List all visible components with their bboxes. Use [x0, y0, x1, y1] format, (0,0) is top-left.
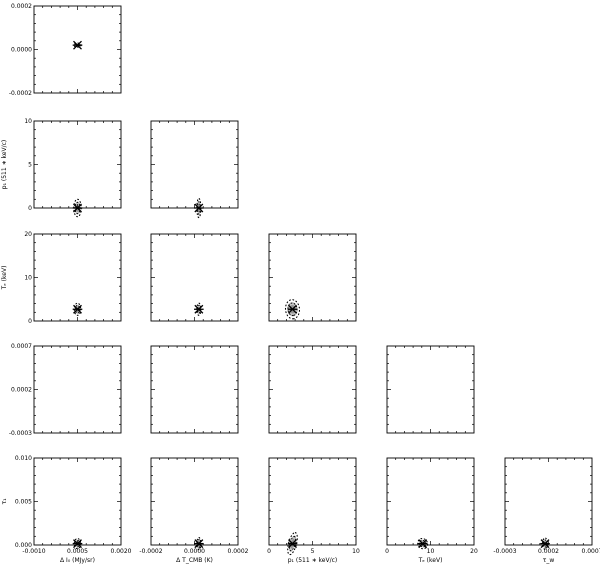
panel-r3-c2: [268, 345, 357, 434]
panel-r2-c0: 0 10 20 Tₑ (keV): [1, 231, 122, 325]
panel-frame: [33, 457, 122, 546]
y-tick-label: 0: [28, 205, 32, 212]
panel-frame: [268, 457, 357, 546]
y-axis-label: p₁ (511 ∗ keV/c): [1, 140, 8, 189]
panel-r3-c0: -0.0003 0.0002 0.0007: [9, 343, 122, 437]
x-tick-label: 0.0002: [228, 548, 249, 555]
y-tick-label: 0.0007: [11, 343, 32, 350]
x-tick-label: -0.0002: [139, 548, 162, 555]
x-tick-label: 10: [352, 548, 360, 555]
contour-95: [287, 532, 298, 556]
panel-frame: [150, 457, 239, 546]
panel-r0-c0: -0.0002 0.0000 0.0002: [9, 3, 122, 97]
y-axis-label: τ₁: [1, 498, 8, 505]
y-tick-label: 0: [28, 318, 32, 325]
contour-68: [288, 535, 297, 552]
y-tick-label: -0.0002: [9, 90, 32, 97]
x-axis-label: p₁ (511 ∗ keV/c): [288, 557, 337, 564]
panel-frame: [386, 457, 475, 546]
panel-frame: [33, 120, 122, 209]
x-tick-label: 0.0000: [184, 548, 205, 555]
y-tick-label: 0.005: [15, 499, 32, 506]
y-tick-label: 0.010: [15, 455, 32, 462]
x-tick-label: 0.0005: [67, 548, 88, 555]
x-tick-label: 10: [427, 548, 435, 555]
x-axis-label: τ_w: [543, 557, 555, 564]
y-tick-label: 20: [24, 231, 32, 238]
x-tick-label: 0.0002: [538, 548, 559, 555]
panel-frame: [268, 233, 357, 322]
panel-frame: [33, 345, 122, 434]
y-tick-label: 0.0002: [11, 387, 32, 394]
y-tick-label: 0.0002: [11, 3, 32, 10]
y-tick-label: 0.000: [15, 542, 32, 549]
contour-68: [287, 302, 298, 316]
panel-r3-c3: [386, 345, 475, 434]
x-axis-label: Δ I₀ (MJy/sr): [60, 557, 95, 564]
contour-95: [284, 299, 301, 320]
x-tick-label: 0.0020: [111, 548, 132, 555]
x-tick-label: 0.0007: [582, 548, 600, 555]
y-tick-label: 10: [24, 275, 32, 282]
x-axis-label: Tₑ (keV): [418, 557, 443, 564]
y-tick-label: 0.0000: [11, 47, 32, 54]
panel-frame: [150, 233, 239, 322]
panel-r4-c0: 0.000 0.005 0.010 τ₁ -0.0010 0.0005 0.0020 Δ I₀…: [1, 455, 132, 564]
panel-r1-c0: 0 5 10 p₁ (511 ∗ keV/c): [1, 118, 122, 218]
y-axis-label: Tₑ (keV): [1, 266, 8, 291]
panel-r2-c1: [150, 233, 239, 322]
x-tick-label: 20: [470, 548, 478, 555]
y-tick-label: -0.0003: [9, 430, 32, 437]
x-tick-label: -0.0010: [22, 548, 45, 555]
panel-frame: [386, 345, 475, 434]
panel-r4-c4: -0.0003 0.0002 0.0007 τ_w: [493, 457, 600, 564]
panel-r4-c3: 0 10 20 Tₑ (keV): [385, 457, 478, 564]
contour-95: [417, 537, 429, 550]
x-tick-label: 5: [311, 548, 315, 555]
y-tick-label: 5: [28, 162, 32, 169]
panel-frame: [150, 120, 239, 209]
panel-r4-c2: 0 5 10 p₁ (511 ∗ keV/c): [267, 457, 360, 564]
panel-r4-c1: -0.0002 0.0000 0.0002 Δ T_CMB (K): [139, 457, 249, 564]
x-tick-label: 0: [267, 548, 271, 555]
panel-r1-c1: [150, 120, 239, 219]
y-tick-label: 10: [24, 118, 32, 125]
panel-r2-c2: [268, 233, 357, 322]
panel-frame: [504, 457, 593, 546]
x-axis-label: Δ T_CMB (K): [176, 557, 213, 564]
panel-frame: [268, 345, 357, 434]
panel-frame: [33, 5, 122, 94]
panel-frame: [150, 345, 239, 434]
x-tick-label: 0: [385, 548, 389, 555]
x-tick-label: -0.0003: [493, 548, 516, 555]
panel-r3-c1: [150, 345, 239, 434]
